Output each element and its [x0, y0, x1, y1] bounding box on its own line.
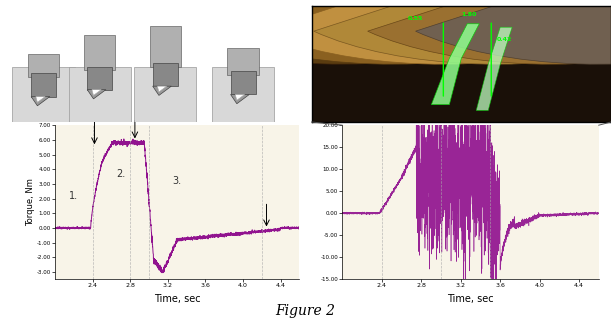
Bar	[68, 66, 131, 122]
Text: 3.: 3.	[172, 176, 181, 186]
Text: 0.42: 0.42	[497, 37, 513, 42]
Bar	[150, 26, 181, 66]
Wedge shape	[158, 0, 496, 64]
Wedge shape	[209, 0, 546, 64]
Text: 1.: 1.	[69, 191, 78, 201]
Polygon shape	[153, 86, 171, 95]
Polygon shape	[230, 94, 249, 104]
Polygon shape	[158, 86, 167, 92]
X-axis label: Time, sec: Time, sec	[447, 294, 494, 304]
Polygon shape	[31, 97, 50, 106]
Text: 1.80: 1.80	[461, 12, 477, 17]
Text: 2.: 2.	[116, 169, 125, 178]
Bar	[227, 48, 258, 75]
Bar	[84, 35, 115, 70]
X-axis label: Time, sec: Time, sec	[154, 294, 200, 304]
Text: Figure 2: Figure 2	[276, 304, 335, 318]
Polygon shape	[477, 27, 512, 110]
Bar	[87, 66, 112, 90]
Y-axis label: Torque, Nm: Torque, Nm	[26, 178, 35, 226]
Bar	[230, 71, 255, 94]
Bar	[28, 54, 59, 77]
Wedge shape	[415, 0, 611, 64]
Bar	[134, 66, 196, 122]
Wedge shape	[260, 0, 598, 64]
Bar	[212, 66, 274, 122]
Polygon shape	[87, 90, 106, 99]
Polygon shape	[36, 97, 45, 102]
Bar	[31, 74, 56, 97]
Wedge shape	[314, 0, 611, 64]
Text: 0.55: 0.55	[408, 16, 423, 21]
Polygon shape	[235, 94, 244, 100]
Polygon shape	[92, 90, 101, 95]
Bar	[153, 63, 178, 86]
Polygon shape	[431, 24, 479, 105]
Wedge shape	[368, 0, 611, 64]
Bar	[12, 66, 75, 122]
